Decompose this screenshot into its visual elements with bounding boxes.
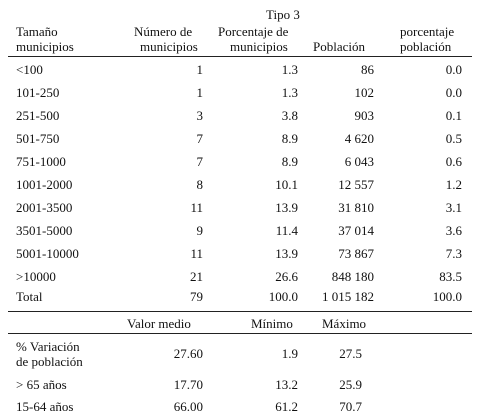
table-cell-size: 3501-5000	[16, 223, 73, 238]
table-cell-pct: 8.9	[281, 131, 298, 146]
table-cell-num: 9	[196, 223, 204, 238]
table-cell-size: 2001-3500	[16, 200, 73, 215]
table-cell-size: 1001-2000	[16, 177, 73, 192]
stats-label: 15-64 años	[16, 399, 74, 414]
table-cell-num: 3	[196, 108, 204, 123]
header-pct-line1: Porcentaje de	[218, 24, 289, 39]
table-cell-pop: 848 180	[331, 269, 374, 284]
table-cell-num: 8	[196, 177, 204, 192]
header-rule	[8, 56, 472, 57]
table-cell-pctpop: 0.1	[445, 108, 462, 123]
table-cell-size: 5001-10000	[16, 246, 79, 261]
table-cell-num: 1	[196, 85, 204, 100]
header-pctpop-line1: porcentaje	[400, 24, 455, 39]
table-cell-pctpop: 0.5	[445, 131, 462, 146]
table-cell-pctpop: 0.0	[445, 85, 462, 100]
header-num-line2: municipios	[140, 39, 198, 54]
table-cell-pct: 8.9	[281, 154, 298, 169]
table-cell-pctpop: 100.0	[432, 289, 462, 304]
stats-header-min: Mínimo	[251, 316, 293, 331]
header-num-line1: Número de	[134, 24, 193, 39]
header-pctpop-line2: población	[400, 39, 452, 54]
table-cell-pop: 1 015 182	[322, 289, 374, 304]
stats-label: > 65 años	[16, 377, 67, 392]
table-cell-pop: 12 557	[338, 177, 374, 192]
header-pop: Población	[313, 39, 365, 54]
stats-cell-min: 1.9	[281, 346, 298, 361]
table-cell-pctpop: 0.0	[445, 62, 462, 77]
table-cell-size: Total	[16, 289, 43, 304]
table-cell-pctpop: 3.6	[445, 223, 462, 238]
table-cell-num: 21	[190, 269, 203, 284]
stats-cell-max: 27.5	[339, 346, 362, 361]
table-cell-pctpop: 3.1	[445, 200, 462, 215]
table-cell-size: 751-1000	[16, 154, 66, 169]
table-cell-pct: 26.6	[275, 269, 298, 284]
table-cell-pctpop: 83.5	[439, 269, 462, 284]
table-cell-pctpop: 7.3	[445, 246, 462, 261]
stats-header-rule	[8, 333, 472, 334]
table-cell-pctpop: 0.6	[445, 154, 462, 169]
table-cell-pct: 100.0	[268, 289, 298, 304]
table-cell-pct: 1.3	[281, 62, 298, 77]
stats-header-max: Máximo	[322, 316, 367, 331]
table-cell-num: 11	[190, 246, 203, 261]
table-cell-size: <100	[16, 62, 43, 77]
table-cell-pop: 37 014	[338, 223, 374, 238]
stats-label-line2: de población	[16, 354, 83, 369]
table-cell-pct: 13.9	[275, 200, 298, 215]
stats-cell-mean: 17.70	[173, 377, 203, 392]
table-cell-pct: 11.4	[275, 223, 298, 238]
stats-cell-min: 13.2	[275, 377, 298, 392]
table-cell-num: 7	[196, 154, 204, 169]
header-size-line2: municipios	[16, 39, 74, 54]
table-cell-num: 79	[190, 289, 203, 304]
table-cell-pop: 6 043	[344, 154, 374, 169]
stats-cell-max: 25.9	[339, 377, 362, 392]
table-cell-pop: 73 867	[338, 246, 374, 261]
header-pct-line2: municipios	[230, 39, 288, 54]
table-cell-pct: 10.1	[275, 177, 298, 192]
table-cell-pct: 1.3	[281, 85, 298, 100]
table-cell-size: 251-500	[16, 108, 60, 123]
header-size-line1: Tamaño	[16, 24, 58, 39]
table-cell-num: 11	[190, 200, 203, 215]
table-cell-pop: 4 620	[344, 131, 374, 146]
stats-cell-min: 61.2	[275, 399, 298, 414]
total-rule	[8, 311, 472, 312]
stats-header-mean: Valor medio	[127, 316, 191, 331]
table-cell-num: 1	[196, 62, 204, 77]
table-cell-pop: 86	[361, 62, 374, 77]
table-cell-size: 501-750	[16, 131, 60, 146]
stats-label: % Variación	[16, 339, 80, 354]
table-cell-pct: 3.8	[281, 108, 298, 123]
table-title: Tipo 3	[266, 7, 300, 22]
table-cell-pop: 102	[354, 85, 375, 100]
table-cell-pct: 13.9	[275, 246, 298, 261]
table-cell-size: >10000	[16, 269, 56, 284]
stats-cell-mean: 27.60	[173, 346, 203, 361]
table-cell-pop: 31 810	[338, 200, 374, 215]
table-cell-num: 7	[196, 131, 204, 146]
stats-cell-mean: 66.00	[173, 399, 203, 414]
table-cell-size: 101-250	[16, 85, 60, 100]
stats-cell-max: 70.7	[339, 399, 362, 414]
table-cell-pop: 903	[354, 108, 375, 123]
table-cell-pctpop: 1.2	[445, 177, 462, 192]
